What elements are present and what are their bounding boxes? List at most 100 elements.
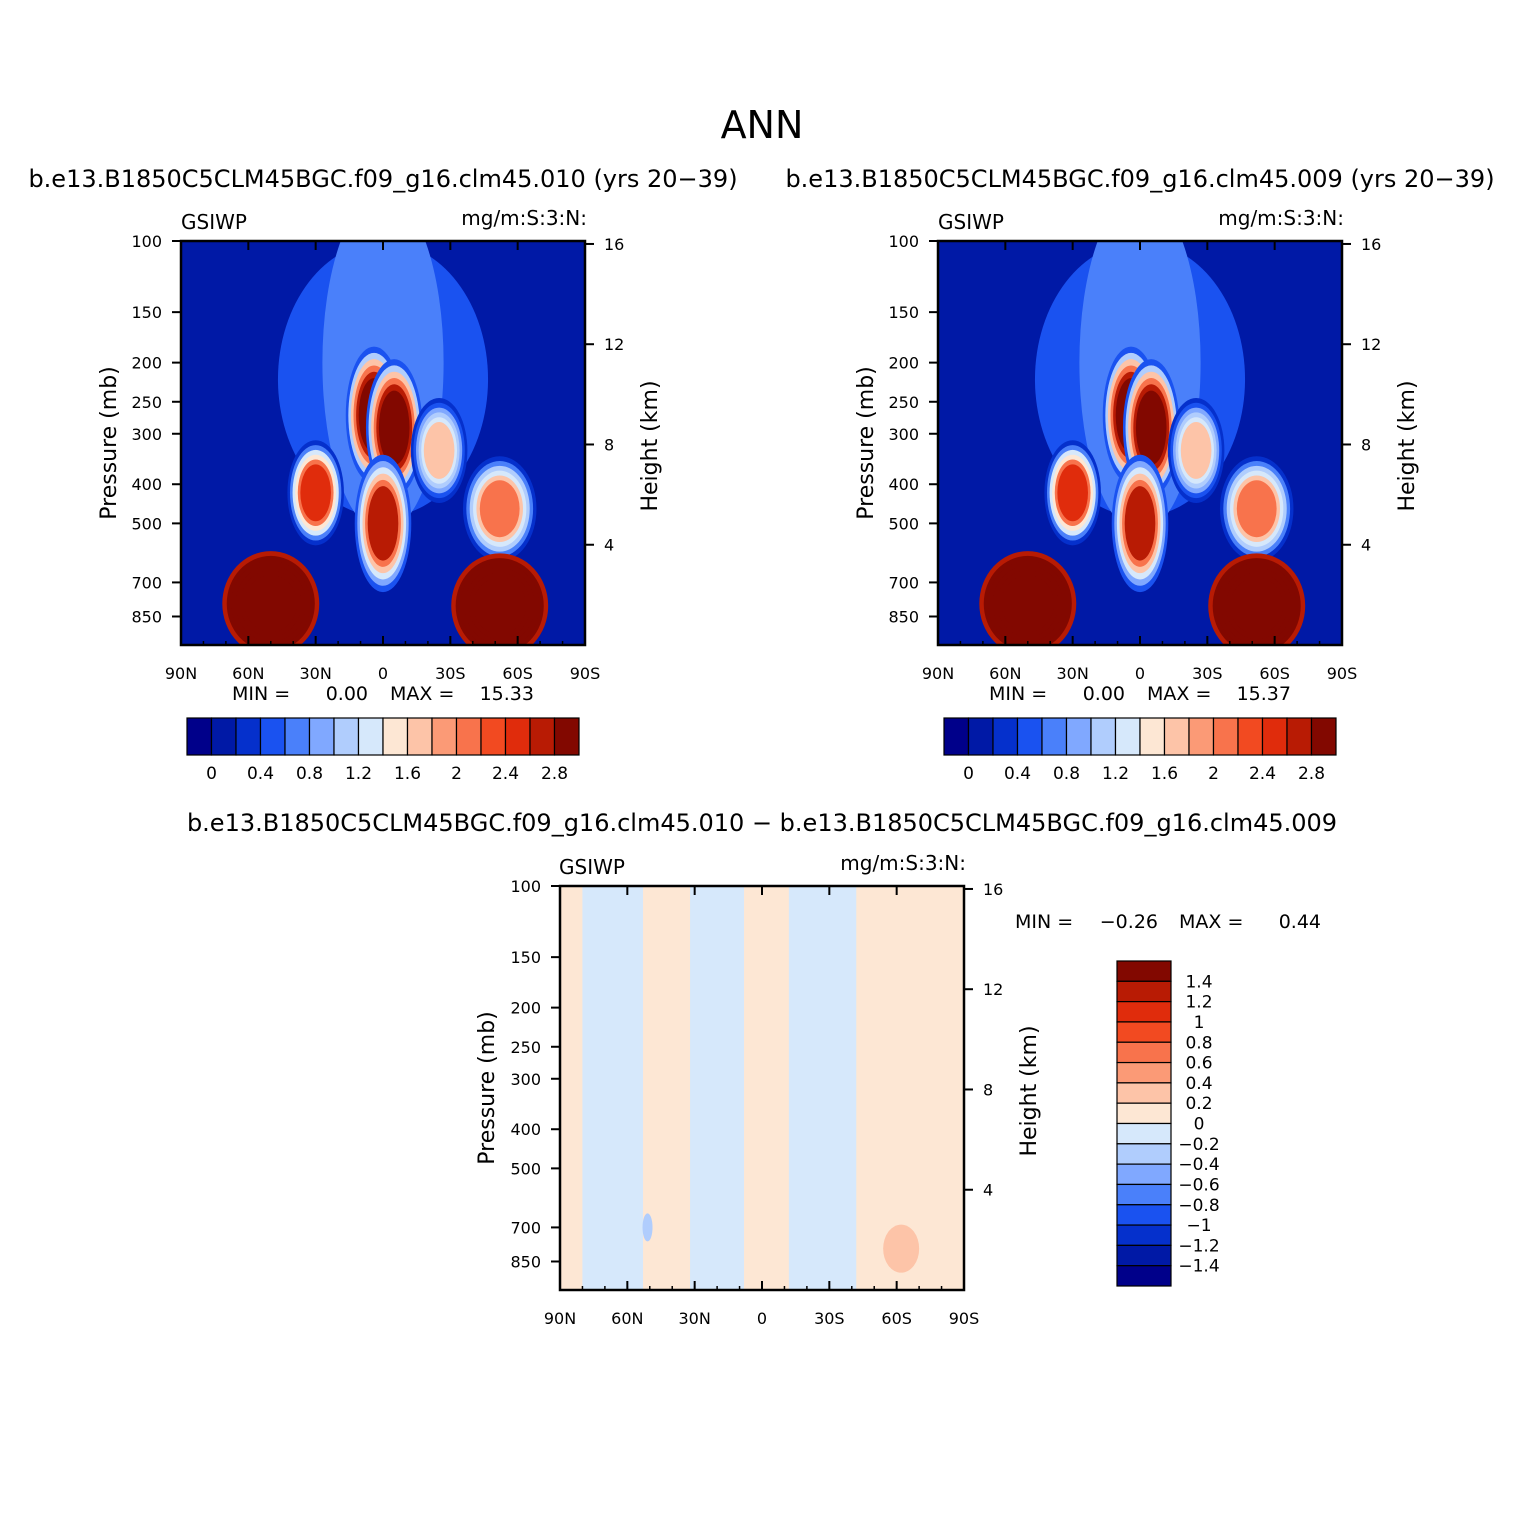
height-tick-label: 8 xyxy=(1361,435,1371,454)
panel-2-ylabel-right: Height (km) xyxy=(1395,380,1420,511)
colorbar-swatch xyxy=(1116,1183,1172,1206)
height-tick-label: 8 xyxy=(604,435,614,454)
x-tick-label: 90N xyxy=(544,1309,576,1328)
y-tick-label: 150 xyxy=(131,303,162,322)
y-tick-label: 400 xyxy=(131,475,162,494)
colorbar-swatch xyxy=(1041,717,1068,756)
colorbar-swatch xyxy=(504,717,531,756)
panel-3-left-string: GSIWP xyxy=(559,855,625,879)
colorbar-swatch xyxy=(480,717,507,756)
colorbar-swatch xyxy=(357,717,384,756)
contour-fill xyxy=(367,486,399,561)
contour-fill xyxy=(423,422,455,479)
colorbar-label: 0 xyxy=(1194,1115,1205,1135)
height-tick-label: 12 xyxy=(604,335,624,354)
colorbar-label: −0.6 xyxy=(1178,1175,1219,1195)
x-tick-label: 90S xyxy=(949,1309,980,1328)
colorbar-swatch xyxy=(1090,717,1117,756)
panel-2-max-value: 15.37 xyxy=(1237,683,1291,705)
contour-fill xyxy=(1057,464,1088,522)
x-tick-label: 60N xyxy=(611,1309,643,1328)
colorbar-swatch xyxy=(1212,717,1239,756)
colorbar-swatch xyxy=(1237,717,1264,756)
colorbar-swatch xyxy=(284,717,311,756)
panel-2-subtitle: b.e13.B1850C5CLM45BGC.f09_g16.clm45.009 … xyxy=(785,165,1494,193)
colorbar-swatch xyxy=(967,717,994,756)
panel-2-right-string: mg/m:S:3:N: xyxy=(1218,206,1344,230)
x-tick-label: 90N xyxy=(922,664,954,683)
panel-3-plot-area xyxy=(560,886,964,1290)
x-tick-label: 60S xyxy=(502,664,533,683)
panel-3-ylabel: Pressure (mb) xyxy=(475,1011,500,1165)
contour-fill xyxy=(473,577,526,635)
y-tick-label: 850 xyxy=(888,607,919,626)
colorbar-label: 2 xyxy=(1208,764,1219,784)
y-tick-label: 850 xyxy=(131,607,162,626)
colorbar-label: −1.2 xyxy=(1178,1236,1219,1256)
colorbar-swatch xyxy=(186,717,213,756)
y-tick-label: 250 xyxy=(510,1038,541,1057)
panel-1-left-string: GSIWP xyxy=(181,210,247,234)
colorbar-swatch xyxy=(1310,717,1337,756)
panel-1-max-label: MAX = xyxy=(390,683,454,705)
colorbar-swatch xyxy=(1163,717,1190,756)
colorbar-swatch xyxy=(1116,1102,1172,1125)
height-tick-label: 4 xyxy=(1361,536,1371,555)
panel-1-colorbar: 0 0.4 0.8 1.2 1.6 2 2.4 2.8 xyxy=(186,717,580,784)
height-tick-label: 12 xyxy=(1361,335,1381,354)
y-tick-label: 700 xyxy=(888,573,919,592)
colorbar-label: 0.8 xyxy=(1185,1033,1212,1053)
height-tick-label: 16 xyxy=(1361,235,1381,254)
colorbar-swatch xyxy=(992,717,1019,756)
panel-1-ylabel-right: Height (km) xyxy=(638,380,663,511)
colorbar-swatch xyxy=(1116,1122,1172,1145)
colorbar-label: −0.4 xyxy=(1178,1155,1219,1175)
difference-band xyxy=(856,886,964,1290)
colorbar-label: 0.6 xyxy=(1185,1054,1212,1074)
x-tick-label: 90N xyxy=(165,664,197,683)
colorbar-label: −1 xyxy=(1186,1216,1211,1236)
colorbar-label: 2 xyxy=(451,764,462,784)
colorbar-label: 2.4 xyxy=(492,764,519,784)
colorbar-swatch xyxy=(1116,1143,1172,1165)
y-tick-label: 100 xyxy=(510,877,541,896)
colorbar-swatch xyxy=(1116,980,1172,1003)
colorbar-swatch xyxy=(431,717,458,756)
x-tick-label: 0 xyxy=(1135,664,1145,683)
colorbar-swatch xyxy=(1116,1244,1172,1267)
colorbar-label: −0.2 xyxy=(1178,1135,1219,1155)
y-tick-label: 200 xyxy=(131,354,162,373)
colorbar-swatch xyxy=(333,717,360,756)
colorbar-label: 1 xyxy=(1194,1013,1205,1033)
panel-1-min-label: MIN = xyxy=(232,683,290,705)
height-tick-label: 16 xyxy=(604,235,624,254)
colorbar-label: 0.8 xyxy=(1053,764,1080,784)
colorbar-swatch xyxy=(1139,717,1166,756)
contour-fill xyxy=(479,480,520,538)
panel-2-min-label: MIN = xyxy=(989,683,1047,705)
panel-2-left-string: GSIWP xyxy=(938,210,1004,234)
panel-3-min-label: MIN = xyxy=(1015,911,1073,933)
panel-2-stats: MIN = 0.00 MAX = 15.37 xyxy=(989,683,1291,705)
x-tick-label: 60N xyxy=(232,664,264,683)
y-tick-label: 150 xyxy=(888,303,919,322)
colorbar-swatch xyxy=(308,717,335,756)
y-tick-label: 500 xyxy=(888,514,919,533)
colorbar-swatch xyxy=(210,717,237,756)
panel-3-ylabel-right: Height (km) xyxy=(1017,1025,1042,1156)
colorbar-label: 0.4 xyxy=(1185,1074,1212,1094)
panel-1-stats: MIN = 0.00 MAX = 15.33 xyxy=(232,683,534,705)
colorbar-swatch xyxy=(382,717,409,756)
figure-title: ANN xyxy=(721,103,804,147)
contour-fill xyxy=(244,575,298,633)
height-tick-label: 12 xyxy=(983,980,1003,999)
panel-1-min-value: 0.00 xyxy=(326,683,368,705)
contour-fill xyxy=(1001,575,1055,633)
contour-fill xyxy=(1180,422,1212,479)
colorbar-swatch xyxy=(1016,717,1043,756)
colorbar-swatch xyxy=(1116,1001,1172,1023)
colorbar-label: 0.2 xyxy=(1185,1094,1212,1114)
panel-3-subtitle: b.e13.B1850C5CLM45BGC.f09_g16.clm45.010 … xyxy=(187,809,1337,837)
colorbar-swatch xyxy=(1116,1041,1172,1064)
y-tick-label: 200 xyxy=(510,999,541,1018)
